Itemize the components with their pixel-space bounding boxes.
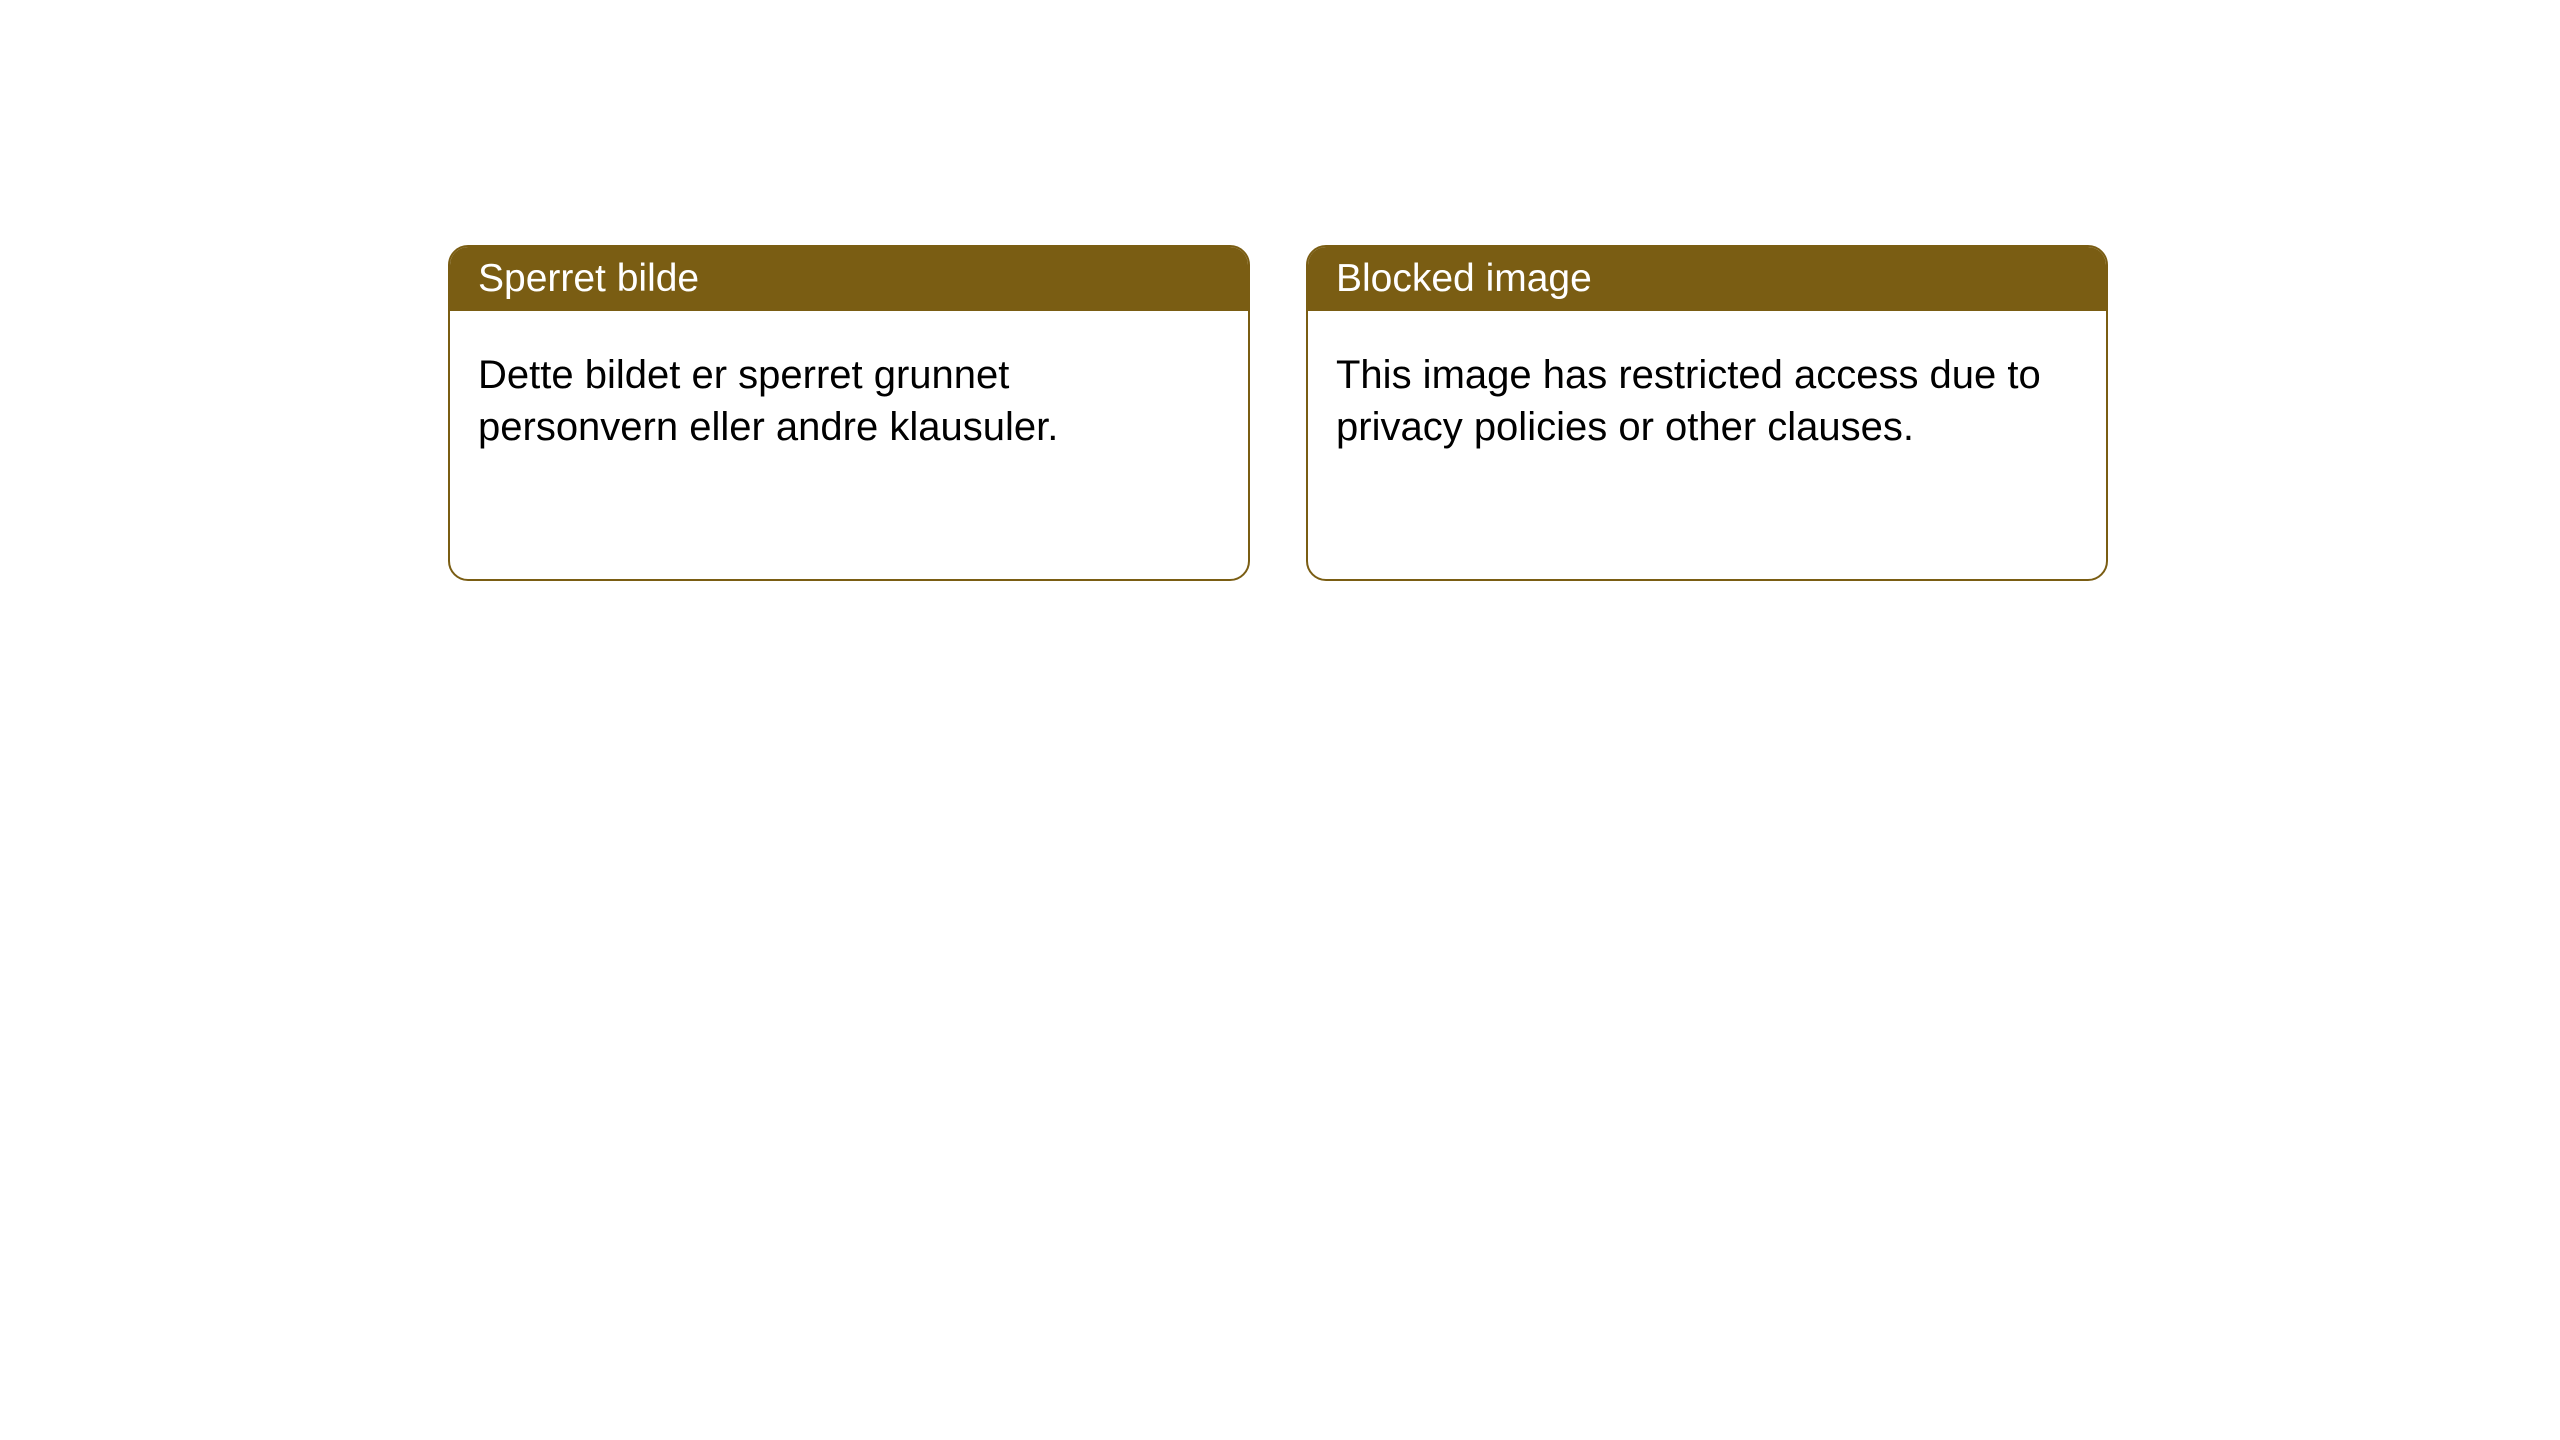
notice-card-norwegian: Sperret bilde Dette bildet er sperret gr…	[448, 245, 1250, 581]
notice-body-norwegian: Dette bildet er sperret grunnet personve…	[450, 311, 1248, 491]
notice-header-english: Blocked image	[1308, 247, 2106, 311]
notice-header-norwegian: Sperret bilde	[450, 247, 1248, 311]
notice-body-english: This image has restricted access due to …	[1308, 311, 2106, 491]
notice-container: Sperret bilde Dette bildet er sperret gr…	[0, 0, 2560, 581]
notice-card-english: Blocked image This image has restricted …	[1306, 245, 2108, 581]
